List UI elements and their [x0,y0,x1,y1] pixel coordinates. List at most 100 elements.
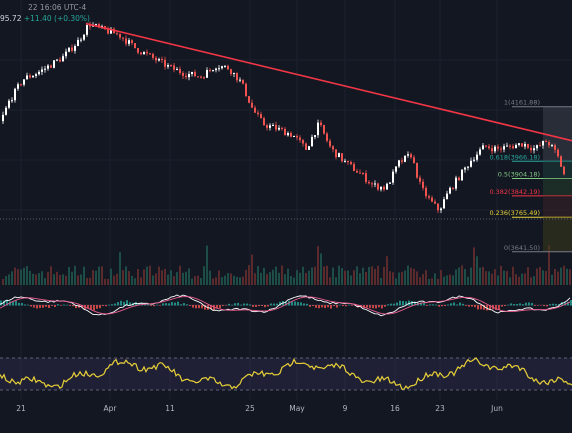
macd-histogram-bar [495,305,497,310]
candle-body [134,43,136,49]
macd-histogram-bar [249,304,251,306]
macd-histogram-bar [474,305,476,308]
volume-bar [77,275,79,285]
volume-bar [482,266,484,285]
volume-bar [560,267,562,285]
candle-body [77,39,79,47]
volume-bar [68,266,70,285]
candle-body [527,143,529,148]
macd-histogram-bar [15,300,17,306]
volume-bar [530,277,532,285]
macd-histogram-bar [276,303,278,306]
macd-histogram-bar [513,304,515,306]
candle-body [434,201,436,204]
macd-histogram-bar [483,305,485,310]
macd-histogram-bar [471,305,473,307]
candle-body [29,75,31,78]
volume-bar [200,277,202,285]
macd-histogram-bar [66,304,68,306]
chart-header: 95.72 +11.40 (+0.30%) [0,14,90,23]
macd-histogram-bar [9,301,11,306]
volume-bar [395,278,397,285]
last-price: 95.72 [0,14,22,23]
candle-body [137,48,139,53]
macd-histogram-bar [0,300,2,306]
candle-body [200,76,202,78]
candle-body [131,40,133,44]
candle-body [536,145,538,149]
volume-bar [107,278,109,285]
volume-bar [59,275,61,285]
candle-body [140,52,142,55]
volume-bar [23,267,25,285]
macd-histogram-bar [522,304,524,306]
volume-bar [89,277,91,285]
x-axis-tick-label: Jun [490,404,503,413]
macd-histogram-bar [156,304,158,306]
candle-body [173,65,175,70]
macd-histogram-bar [375,305,377,309]
volume-bar [320,253,322,285]
macd-histogram-bar [306,303,308,306]
volume-bar [191,278,193,285]
volume-bar [299,272,301,285]
candle-body [176,69,178,71]
candle-body [545,140,547,142]
candle-body [185,75,187,78]
macd-histogram-bar [372,305,374,309]
macd-histogram-bar [18,302,20,306]
volume-bar [527,267,529,285]
volume-bar [305,272,307,285]
macd-histogram-bar [213,305,215,311]
macd-histogram-bar [39,305,41,309]
candlestick-series [2,21,565,214]
candle-body [236,72,238,81]
macd-histogram-bar [3,300,5,306]
macd-histogram-bar [339,304,341,306]
volume-bar [404,270,406,285]
candle-body [353,164,355,171]
candle-body [554,145,556,150]
macd-histogram-bar [441,305,443,307]
volume-bar [20,269,22,285]
volume-bar [329,277,331,285]
candle-body [518,143,520,145]
volume-bar [170,270,172,285]
macd-histogram-bar [363,305,365,309]
candle-body [539,145,541,147]
volume-bar [335,277,337,285]
volume-bar [518,276,520,285]
volume-bar [161,270,163,285]
volume-bar [29,270,31,285]
candle-body [221,66,223,69]
candle-body [377,183,379,190]
candle-body [125,38,127,44]
macd-histogram-bar [114,303,116,306]
candle-body [431,197,433,202]
volume-bar [323,266,325,285]
x-axis-tick-label: 21 [16,404,26,413]
candle-body [146,52,148,54]
macd-histogram-bar [228,303,230,306]
candle-body [86,25,88,35]
volume-bar [539,266,541,285]
candle-body [44,68,46,70]
candle-body [17,84,19,89]
macd-histogram-bar [255,305,257,307]
candle-body [479,149,481,155]
volume-bar [431,278,433,285]
volume-bar [446,275,448,285]
candle-body [401,160,403,162]
macd-histogram-bar [423,302,425,306]
volume-bar [386,256,388,285]
candle-body [422,181,424,188]
volume-bar [302,266,304,285]
candle-body [80,39,82,41]
volume-bar [284,274,286,285]
macd-histogram-bar [159,305,161,306]
macd-histogram-bar [327,305,329,308]
candle-body [440,208,442,211]
candle-body [470,160,472,167]
candle-body [284,128,286,136]
